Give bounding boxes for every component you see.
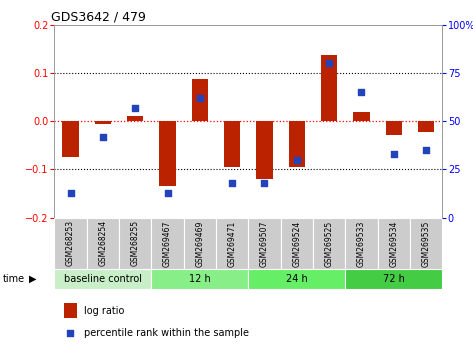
Bar	[345, 218, 377, 269]
Text: GSM269524: GSM269524	[292, 220, 301, 267]
Text: GDS3642 / 479: GDS3642 / 479	[51, 11, 145, 24]
Point	[99, 134, 106, 139]
Text: GSM269525: GSM269525	[324, 220, 333, 267]
Bar	[151, 269, 248, 289]
Point	[228, 180, 236, 186]
Text: 72 h: 72 h	[383, 274, 405, 284]
Bar	[64, 303, 77, 318]
Bar	[353, 112, 369, 121]
Bar	[410, 218, 442, 269]
Bar	[280, 218, 313, 269]
Text: percentile rank within the sample: percentile rank within the sample	[84, 328, 249, 338]
Point	[390, 151, 397, 157]
Point	[131, 105, 139, 110]
Bar	[216, 218, 248, 269]
Point	[66, 330, 74, 336]
Bar	[385, 121, 402, 135]
Bar	[313, 218, 345, 269]
Bar	[289, 121, 305, 167]
Bar	[62, 121, 79, 158]
Bar	[248, 218, 280, 269]
Bar	[377, 218, 410, 269]
Point	[67, 190, 74, 195]
Text: ▶: ▶	[29, 274, 37, 284]
Bar	[95, 121, 111, 124]
Point	[422, 147, 430, 153]
Text: GSM269534: GSM269534	[389, 220, 398, 267]
Text: GSM269467: GSM269467	[163, 220, 172, 267]
Bar	[192, 79, 208, 121]
Text: GSM268254: GSM268254	[98, 220, 107, 267]
Text: GSM269533: GSM269533	[357, 220, 366, 267]
Text: baseline control: baseline control	[64, 274, 142, 284]
Bar	[224, 121, 240, 167]
Text: GSM269507: GSM269507	[260, 220, 269, 267]
Bar	[87, 218, 119, 269]
Text: GSM269471: GSM269471	[228, 220, 236, 267]
Text: GSM269535: GSM269535	[421, 220, 430, 267]
Point	[358, 90, 365, 95]
Point	[293, 157, 301, 163]
Text: 12 h: 12 h	[189, 274, 210, 284]
Text: GSM269469: GSM269469	[195, 220, 204, 267]
Text: 24 h: 24 h	[286, 274, 307, 284]
Bar	[248, 269, 345, 289]
Bar	[418, 121, 434, 132]
Bar	[54, 269, 151, 289]
Text: GSM268255: GSM268255	[131, 220, 140, 267]
Text: time: time	[2, 274, 25, 284]
Bar	[54, 218, 87, 269]
Point	[261, 180, 268, 186]
Point	[196, 95, 203, 101]
Bar	[321, 55, 337, 121]
Bar	[345, 269, 442, 289]
Bar	[159, 121, 175, 186]
Text: log ratio: log ratio	[84, 306, 124, 316]
Bar	[184, 218, 216, 269]
Text: GSM268253: GSM268253	[66, 220, 75, 267]
Point	[164, 190, 171, 195]
Bar	[151, 218, 184, 269]
Bar	[256, 121, 272, 179]
Bar	[119, 218, 151, 269]
Bar	[127, 116, 143, 121]
Point	[325, 61, 333, 66]
